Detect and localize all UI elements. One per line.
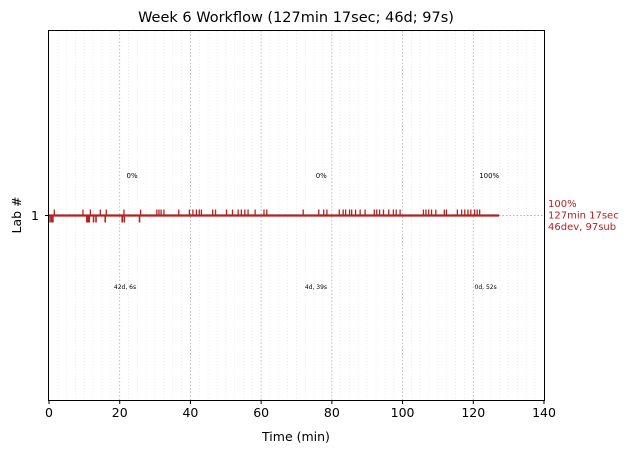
annotation-bottom: 0d, 52s	[475, 284, 497, 291]
y-tick-label: 1	[31, 208, 39, 223]
x-tick-label: 140	[532, 405, 556, 420]
x-tick-label: 120	[461, 405, 485, 420]
series-layer	[49, 209, 544, 223]
chart-title: Week 6 Workflow (127min 17sec; 46d; 97s)	[138, 10, 454, 26]
x-axis-ticks: 0 20 40 60 80 100 120 140	[45, 400, 556, 420]
annotation-top: 0%	[316, 172, 327, 180]
x-tick-label: 40	[182, 405, 198, 420]
annotation-bottom: 4d, 39s	[305, 284, 327, 291]
x-tick-label: 60	[253, 405, 269, 420]
annotation-top: 0%	[127, 172, 138, 180]
right-label: 100% 127min 17sec 46dev, 97sub	[548, 199, 622, 233]
y-axis-ticks: 1	[31, 208, 49, 223]
x-tick-label: 100	[391, 405, 415, 420]
right-label-line-3: 46dev, 97sub	[548, 222, 616, 233]
annotation-bottom: 42d, 6s	[114, 284, 136, 291]
right-label-line-2: 127min 17sec	[548, 211, 619, 222]
x-tick-label: 20	[112, 405, 128, 420]
y-axis-label: Lab #	[9, 196, 24, 233]
annotation-top: 100%	[479, 172, 499, 180]
annotations-layer: 0% 0% 100% 42d, 6s 4d, 39s 0d, 52s	[114, 172, 500, 291]
right-label-line-1: 100%	[548, 199, 577, 210]
x-tick-label: 0	[45, 405, 53, 420]
x-axis-label: Time (min)	[261, 429, 330, 444]
x-tick-label: 80	[324, 405, 340, 420]
